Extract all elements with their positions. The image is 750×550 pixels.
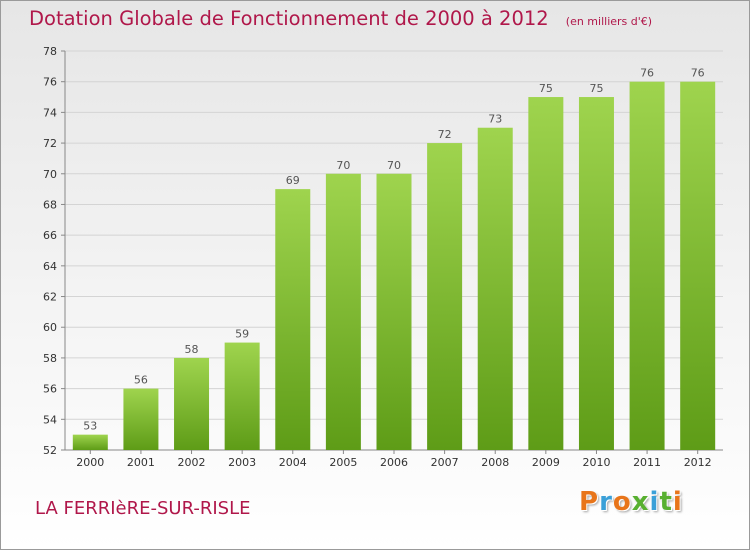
y-tick-label: 58	[43, 352, 57, 365]
chart-title: Dotation Globale de Fonctionnement de 20…	[29, 7, 549, 30]
y-tick-label: 66	[43, 229, 57, 242]
bar	[477, 127, 513, 450]
bar	[376, 173, 412, 450]
bar	[123, 388, 159, 450]
bar	[629, 81, 665, 450]
y-tick-label: 54	[43, 413, 57, 426]
y-tick-label: 62	[43, 291, 57, 304]
y-tick-label: 76	[43, 76, 57, 89]
bar	[528, 97, 564, 451]
x-tick-label: 2006	[380, 456, 408, 469]
bar-value-label: 53	[83, 420, 97, 433]
y-tick-label: 78	[43, 45, 57, 58]
bars	[72, 81, 716, 451]
bar	[174, 357, 210, 450]
x-tick-label: 2005	[329, 456, 357, 469]
bar	[224, 342, 260, 450]
x-tick-label: 2011	[633, 456, 661, 469]
x-tick-label: 2007	[431, 456, 459, 469]
logo-letter: P	[579, 487, 600, 517]
bar-value-label: 59	[235, 328, 249, 341]
bar-value-label: 73	[488, 113, 502, 126]
x-tick-label: 2008	[481, 456, 509, 469]
bar-value-label: 70	[336, 159, 350, 172]
bar-value-label: 70	[387, 159, 401, 172]
bar-value-label: 58	[185, 343, 199, 356]
bar-value-label: 75	[589, 82, 603, 95]
commune-name: LA FERRIèRE-SUR-RISLE	[35, 498, 251, 519]
y-tick-label: 60	[43, 321, 57, 334]
chart-title-row: Dotation Globale de Fonctionnement de 20…	[29, 7, 652, 30]
y-tick-label: 70	[43, 168, 57, 181]
bar	[680, 81, 716, 450]
proxiti-logo[interactable]: Proxiti	[579, 487, 683, 517]
chart-unit: (en milliers d'€)	[565, 15, 653, 28]
bar	[578, 97, 614, 451]
bar-value-label: 56	[134, 374, 148, 387]
logo-letter: t	[659, 487, 673, 517]
bar-value-label: 69	[286, 174, 300, 187]
bar-value-label: 75	[539, 82, 553, 95]
logo-letter: o	[612, 487, 632, 517]
bar-value-label: 76	[640, 67, 654, 80]
y-tick-label: 68	[43, 198, 57, 211]
logo-letter: i	[649, 487, 660, 517]
y-tick-label: 64	[43, 260, 57, 273]
x-tick-label: 2001	[127, 456, 155, 469]
bar	[427, 143, 463, 451]
x-tick-label: 2004	[279, 456, 307, 469]
logo-letter: r	[599, 487, 613, 517]
logo-letter: i	[672, 487, 683, 517]
x-tick-label: 2003	[228, 456, 256, 469]
bar	[275, 189, 311, 450]
bar-value-label: 76	[691, 67, 705, 80]
labels: 52 54 56 58 60 62 64 66 68 70 72 74 76 78 53 2000 56 2001…	[43, 45, 712, 469]
y-tick-label: 52	[43, 444, 57, 457]
bar	[325, 173, 361, 450]
x-tick-label: 2002	[178, 456, 206, 469]
x-tick-label: 2010	[582, 456, 610, 469]
bar-value-label: 72	[438, 128, 452, 141]
y-tick-label: 72	[43, 137, 57, 150]
bar	[72, 434, 108, 450]
y-tick-label: 56	[43, 383, 57, 396]
logo-letter: x	[631, 487, 650, 517]
y-tick-label: 74	[43, 106, 57, 119]
x-tick-label: 2000	[76, 456, 104, 469]
x-tick-label: 2012	[684, 456, 712, 469]
x-tick-label: 2009	[532, 456, 560, 469]
